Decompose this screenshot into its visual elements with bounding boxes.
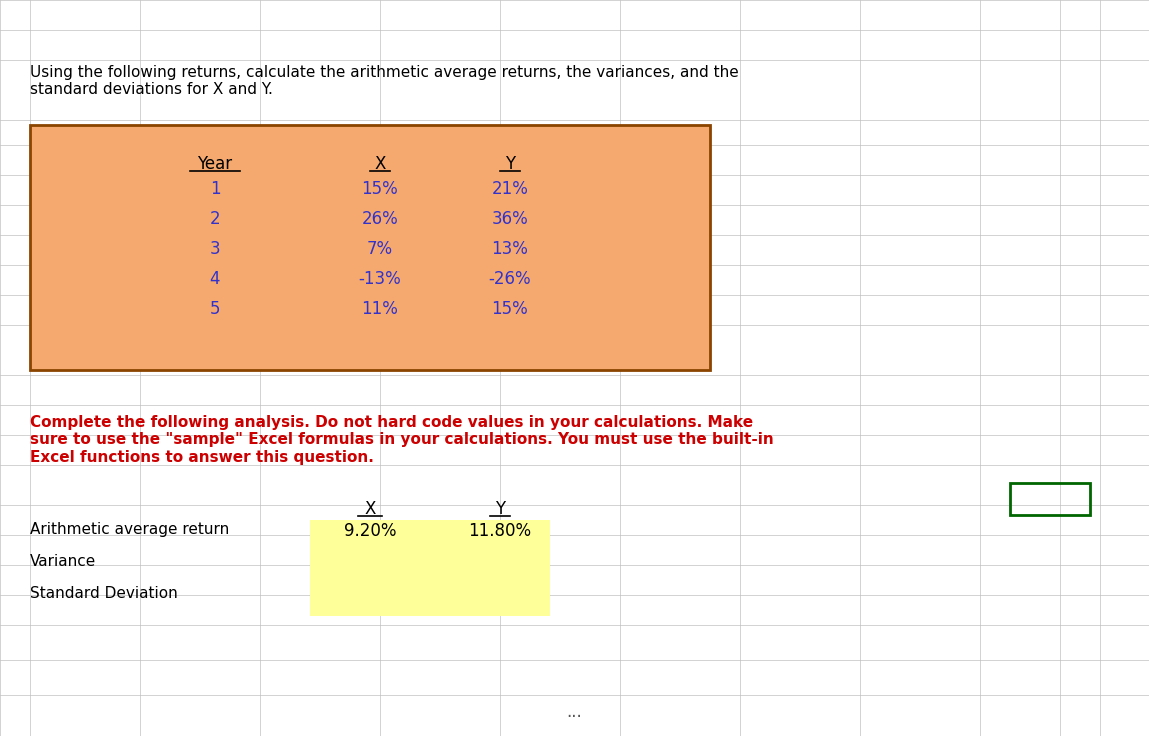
Text: Standard Deviation: Standard Deviation	[30, 586, 178, 601]
Text: 11.80%: 11.80%	[469, 522, 532, 540]
Text: 4: 4	[210, 270, 221, 288]
Text: 36%: 36%	[492, 210, 529, 228]
Text: 1: 1	[209, 180, 221, 198]
Text: 2: 2	[209, 210, 221, 228]
FancyBboxPatch shape	[310, 520, 550, 616]
Text: Variance: Variance	[30, 554, 97, 569]
Text: ...: ...	[566, 703, 581, 721]
Text: 15%: 15%	[362, 180, 399, 198]
Text: Y: Y	[495, 500, 506, 518]
FancyBboxPatch shape	[30, 125, 710, 370]
Text: 13%: 13%	[492, 240, 529, 258]
Text: Using the following returns, calculate the arithmetic average returns, the varia: Using the following returns, calculate t…	[30, 65, 739, 97]
Text: 21%: 21%	[492, 180, 529, 198]
Text: Y: Y	[504, 155, 515, 173]
Text: 11%: 11%	[362, 300, 399, 318]
Text: 7%: 7%	[367, 240, 393, 258]
Text: Arithmetic average return: Arithmetic average return	[30, 522, 230, 537]
Text: -26%: -26%	[488, 270, 531, 288]
Text: 15%: 15%	[492, 300, 529, 318]
Text: -13%: -13%	[358, 270, 401, 288]
Text: 9.20%: 9.20%	[344, 522, 396, 540]
Text: 26%: 26%	[362, 210, 399, 228]
Text: 5: 5	[210, 300, 221, 318]
Text: X: X	[375, 155, 386, 173]
Text: X: X	[364, 500, 376, 518]
Text: 3: 3	[209, 240, 221, 258]
Text: Year: Year	[198, 155, 232, 173]
Text: Complete the following analysis. Do not hard code values in your calculations. M: Complete the following analysis. Do not …	[30, 415, 773, 465]
